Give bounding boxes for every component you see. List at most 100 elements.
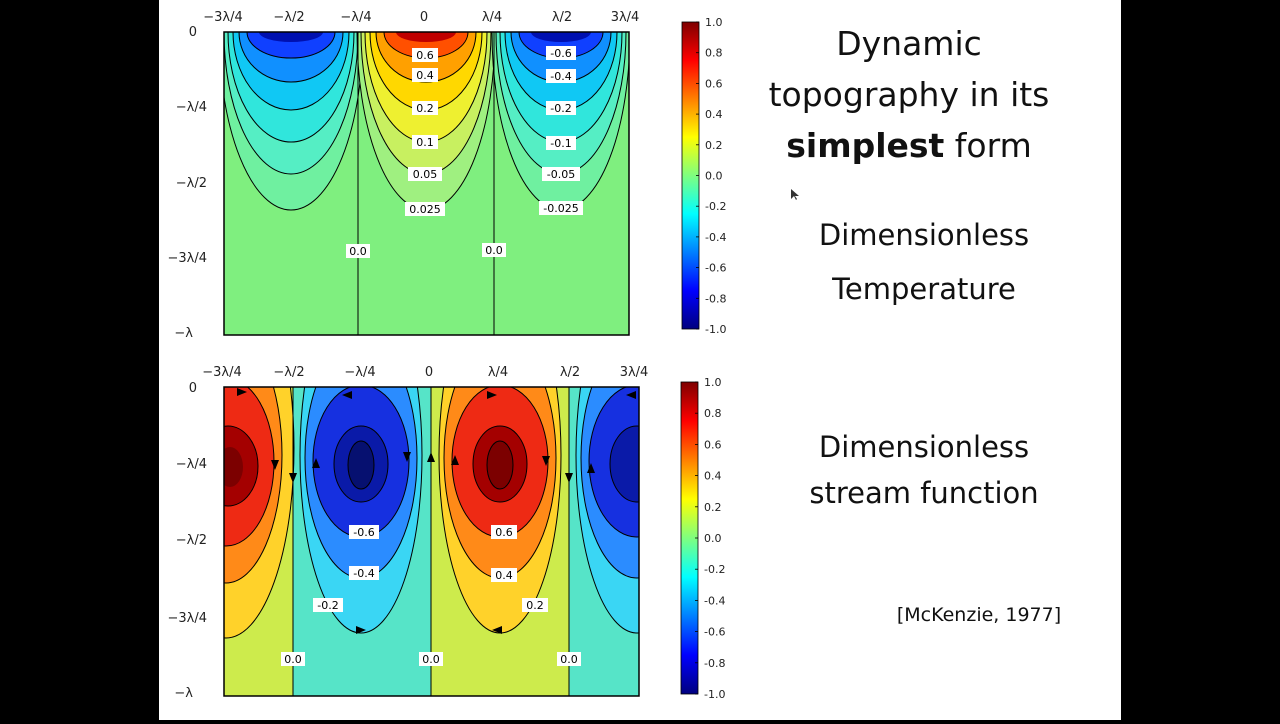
contour-label: 0.0 [346, 244, 370, 258]
svg-text:-0.4: -0.4 [550, 70, 571, 83]
svg-text:0.6: 0.6 [416, 49, 434, 62]
contour-label: 0.0 [419, 652, 443, 666]
stream-plot-frame [223, 386, 640, 697]
stream-label-line-1: Dimensionless [818, 430, 1030, 464]
x-tick-label: λ/4 [488, 365, 508, 380]
stream-contour-labels: -0.6 -0.4 -0.2 0.6 0.4 0.2 0.0 0.0 0.0 [281, 525, 581, 666]
stream-x-axis: −3λ/4 −λ/2 −λ/4 0 λ/4 λ/2 3λ/4 [202, 365, 648, 380]
title-line-2: topography in its [768, 75, 1050, 114]
contour-label: -0.1 [546, 136, 576, 150]
x-tick-label: λ/2 [560, 365, 580, 380]
contour-label: 0.05 [408, 167, 442, 181]
svg-text:-0.05: -0.05 [547, 168, 575, 181]
contour-label: 0.0 [482, 243, 506, 257]
svg-text:-0.4: -0.4 [353, 567, 374, 580]
temperature-label-line-1: Dimensionless [818, 218, 1030, 252]
colorbar-tick-label: 0.0 [704, 532, 722, 545]
colorbar-tick-label: 0.6 [704, 438, 722, 451]
x-tick-label: λ/4 [482, 10, 502, 25]
svg-text:0.05: 0.05 [413, 168, 438, 181]
colorbar-tick-label: 0.2 [704, 501, 722, 514]
svg-text:0.0: 0.0 [560, 653, 578, 666]
svg-text:0.0: 0.0 [349, 245, 367, 258]
colorbar-tick-label: 0.4 [704, 470, 722, 483]
temperature-cell-center [356, 32, 496, 211]
colorbar-tick-label: 0.8 [704, 407, 722, 420]
citation: [McKenzie, 1977] [896, 604, 1062, 626]
temperature-x-axis: −3λ/4 −λ/2 −λ/4 0 λ/4 λ/2 3λ/4 [203, 10, 639, 25]
y-tick-label: 0 [189, 381, 197, 396]
contour-label: -0.05 [542, 167, 580, 181]
svg-text:-0.025: -0.025 [543, 202, 578, 215]
flow-arrow [587, 463, 595, 473]
colorbar-tick-label: -1.0 [705, 323, 726, 336]
x-tick-label: 3λ/4 [620, 365, 649, 380]
svg-text:0.2: 0.2 [416, 102, 434, 115]
contour-label: -0.025 [539, 201, 583, 215]
colorbar-tick-label: -0.8 [704, 657, 725, 670]
colorbar-tick-label: -0.4 [705, 231, 726, 244]
contour-label: 0.4 [412, 68, 438, 82]
contour-label: -0.2 [313, 598, 343, 612]
colorbar-tick-label: 1.0 [704, 376, 722, 389]
x-tick-label: −3λ/4 [202, 365, 242, 380]
flow-arrow [312, 458, 320, 468]
x-tick-label: λ/2 [552, 10, 572, 25]
svg-text:-0.6: -0.6 [353, 526, 374, 539]
y-tick-label: −λ [174, 686, 193, 701]
stream-colorbar: 1.0 0.8 0.6 0.4 0.2 0.0 -0.2 -0.4 -0.6 -0.8 -1.0 [680, 376, 725, 701]
svg-text:-0.1: -0.1 [550, 137, 571, 150]
x-tick-label: −λ/2 [273, 10, 304, 25]
flow-arrow [542, 456, 550, 466]
colorbar-tick-label: 0.8 [705, 47, 723, 60]
x-tick-label: 0 [420, 10, 428, 25]
flow-arrow [626, 391, 636, 399]
flow-arrows [237, 388, 636, 634]
svg-text:0.1: 0.1 [416, 136, 434, 149]
stream-function-plot: -0.6 -0.4 -0.2 0.6 0.4 0.2 0.0 0.0 0.0 −… [167, 365, 725, 701]
flow-arrow [271, 460, 279, 470]
temperature-label: Dimensionless Temperature [779, 208, 1069, 316]
flow-arrow [289, 473, 297, 483]
colorbar-tick-label: -0.2 [705, 200, 726, 213]
contour-label: 0.025 [405, 202, 445, 216]
flow-arrow [451, 455, 459, 465]
y-tick-label: −λ [174, 326, 193, 341]
y-tick-label: −λ/2 [176, 176, 207, 191]
contour-label: 0.0 [281, 652, 305, 666]
flow-arrow [237, 388, 247, 396]
svg-text:0.4: 0.4 [495, 569, 513, 582]
title-bold: simplest [786, 126, 945, 165]
colorbar-tick-label: 0.6 [705, 77, 723, 90]
y-tick-label: −3λ/4 [167, 611, 207, 626]
stream-cell-positive [431, 387, 569, 696]
cursor-icon [791, 189, 799, 200]
x-tick-label: −λ/4 [344, 365, 375, 380]
temperature-plot: 0.6 0.4 0.2 0.1 0.05 0.025 -0.6 -0.4 -0.… [167, 10, 726, 341]
svg-text:-0.6: -0.6 [550, 47, 571, 60]
stream-function-label: Dimensionless stream function [779, 424, 1069, 516]
svg-text:0.0: 0.0 [284, 653, 302, 666]
stream-cell-negative [293, 387, 431, 696]
flow-arrow [427, 452, 435, 462]
colorbar-tick-label: 0.2 [705, 139, 723, 152]
temperature-zero-labels: 0.0 0.0 [346, 243, 506, 258]
title-line-3: simplest form [739, 120, 1079, 171]
title-line-1: Dynamic [836, 24, 982, 63]
stream-label-line-2: stream function [809, 476, 1039, 510]
contour-label: -0.4 [349, 566, 379, 580]
y-tick-label: −λ/4 [176, 457, 207, 472]
contour-label: 0.0 [557, 652, 581, 666]
svg-text:0.6: 0.6 [495, 526, 513, 539]
colorbar-tick-label: -1.0 [704, 688, 725, 701]
flow-arrow [403, 452, 411, 462]
stream-field [224, 387, 639, 696]
colorbar-tick-label: 0.0 [705, 170, 723, 183]
flow-arrow [342, 391, 352, 399]
temperature-y-axis: 0 −λ/4 −λ/2 −3λ/4 −λ [167, 25, 207, 341]
flow-arrow [356, 626, 366, 634]
x-tick-label: −3λ/4 [203, 10, 243, 25]
contour-label: -0.4 [546, 69, 576, 83]
temperature-contour-labels-right: -0.6 -0.4 -0.2 -0.1 -0.05 -0.025 [539, 46, 583, 215]
svg-text:-0.2: -0.2 [317, 599, 338, 612]
